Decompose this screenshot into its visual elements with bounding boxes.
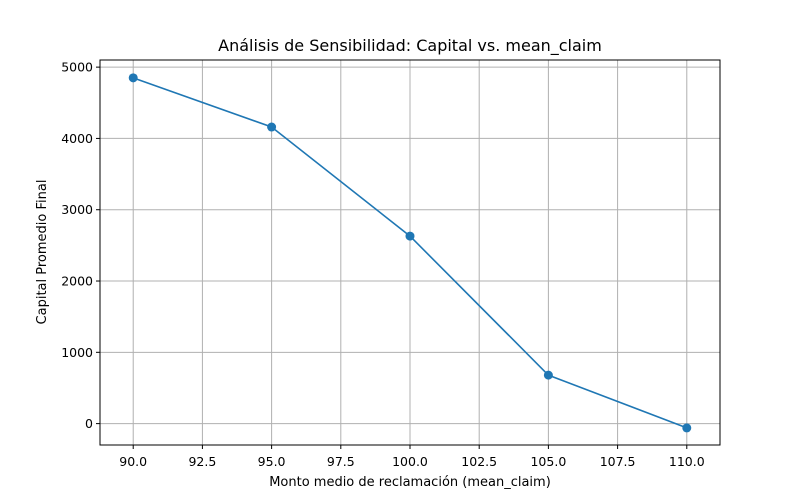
data-point [128, 73, 138, 83]
x-tick-label: 105.0 [530, 454, 566, 469]
y-tick-label: 4000 [61, 131, 93, 146]
y-tick-label: 2000 [61, 274, 93, 289]
x-tick-label: 100.0 [392, 454, 428, 469]
y-tick-label: 5000 [61, 60, 93, 75]
y-tick-label: 0 [85, 416, 93, 431]
series-layer [128, 73, 692, 433]
ticks-layer: 90.0 92.5 95.0 97.5 100.0 102.5 105.0 107.5 110.… [61, 60, 705, 469]
x-axis-label: Monto medio de reclamación (mean_claim) [269, 475, 551, 490]
data-point [682, 423, 692, 433]
y-tick-label: 1000 [61, 345, 93, 360]
x-tick-label: 102.5 [461, 454, 497, 469]
data-point [267, 122, 277, 132]
x-tick-label: 92.5 [188, 454, 216, 469]
x-tick-label: 95.0 [258, 454, 286, 469]
x-tick-label: 107.5 [600, 454, 636, 469]
grid-layer [100, 60, 720, 445]
x-tick-label: 97.5 [327, 454, 355, 469]
data-point [543, 370, 553, 380]
y-tick-label: 3000 [61, 202, 93, 217]
y-axis-label: Capital Promedio Final [35, 180, 50, 325]
x-tick-label: 90.0 [119, 454, 147, 469]
x-tick-label: 110.0 [669, 454, 705, 469]
chart-title: Análisis de Sensibilidad: Capital vs. me… [218, 36, 602, 56]
plot-frame [99, 59, 721, 446]
data-point [405, 231, 415, 241]
